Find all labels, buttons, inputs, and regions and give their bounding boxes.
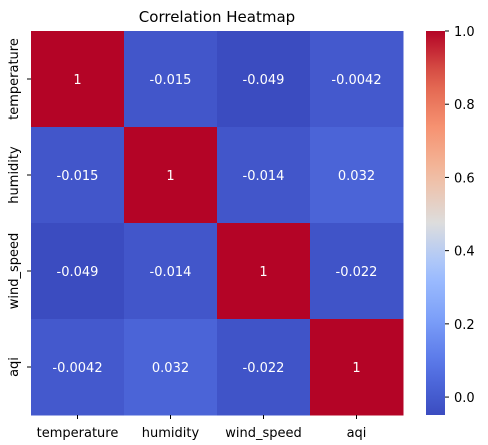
cell-value-label: -0.015	[150, 73, 192, 88]
cell-value-label: -0.049	[243, 73, 285, 88]
cell-value-label: -0.015	[57, 169, 99, 184]
heatmap-cell	[31, 319, 125, 416]
heatmap-cell	[217, 223, 311, 320]
cell-value-label: -0.014	[243, 169, 285, 184]
y-tick-label: humidity	[7, 146, 22, 204]
heatmap-cell	[217, 319, 311, 416]
colorbar: 0.0 0.2 0.4 0.6 0.8 1.0	[426, 25, 475, 415]
heatmap-cell	[310, 127, 404, 224]
heatmap-cell	[124, 319, 218, 416]
y-tick-label: wind_speed	[7, 233, 22, 310]
heatmap-cell	[310, 31, 404, 128]
heatmap-cell	[217, 127, 311, 224]
colorbar-tick-label: 1.0	[454, 25, 475, 40]
cell-value-label: -0.014	[150, 265, 192, 280]
colorbar-tick-label: 0.2	[454, 318, 475, 333]
cell-value-label: 1	[352, 361, 360, 376]
cell-value-label: 1	[73, 73, 81, 88]
x-tick-label: humidity	[142, 426, 200, 441]
cell-value-label: 1	[166, 169, 174, 184]
heatmap-cells: 1 -0.015 -0.049 -0.0042 -0.015 1 -0.014 0.032 -0…	[31, 31, 404, 416]
heatmap-cell	[310, 319, 404, 416]
x-tick-label: temperature	[37, 426, 119, 441]
cell-value-label: 0.032	[338, 169, 375, 184]
heatmap-cell	[31, 223, 125, 320]
heatmap-cell	[217, 31, 311, 128]
cell-value-label: 0.032	[152, 361, 189, 376]
cell-value-label: -0.0042	[52, 361, 102, 376]
chart-title: Correlation Heatmap	[139, 8, 295, 26]
heatmap-cell	[31, 127, 125, 224]
colorbar-gradient	[426, 31, 445, 415]
cell-value-label: -0.0042	[331, 73, 381, 88]
cell-value-label: -0.022	[243, 361, 285, 376]
x-tick-label: wind_speed	[225, 426, 302, 441]
cell-value-label: -0.022	[336, 265, 378, 280]
x-tick-label: aqi	[347, 426, 367, 441]
colorbar-tick-label: 0.0	[454, 391, 475, 406]
cell-value-label: -0.049	[57, 265, 99, 280]
heatmap-cell	[31, 31, 125, 128]
colorbar-tick-label: 0.8	[454, 98, 475, 113]
heatmap-cell	[124, 31, 218, 128]
y-tick-label: temperature	[7, 38, 22, 120]
colorbar-tick-label: 0.4	[454, 245, 475, 260]
heatmap-cell	[124, 223, 218, 320]
colorbar-tick-label: 0.6	[454, 171, 475, 186]
heatmap-cell	[124, 127, 218, 224]
y-tick-label: aqi	[7, 357, 22, 377]
heatmap-cell	[310, 223, 404, 320]
x-axis: temperature humidity wind_speed aqi	[37, 415, 367, 441]
cell-value-label: 1	[259, 265, 267, 280]
